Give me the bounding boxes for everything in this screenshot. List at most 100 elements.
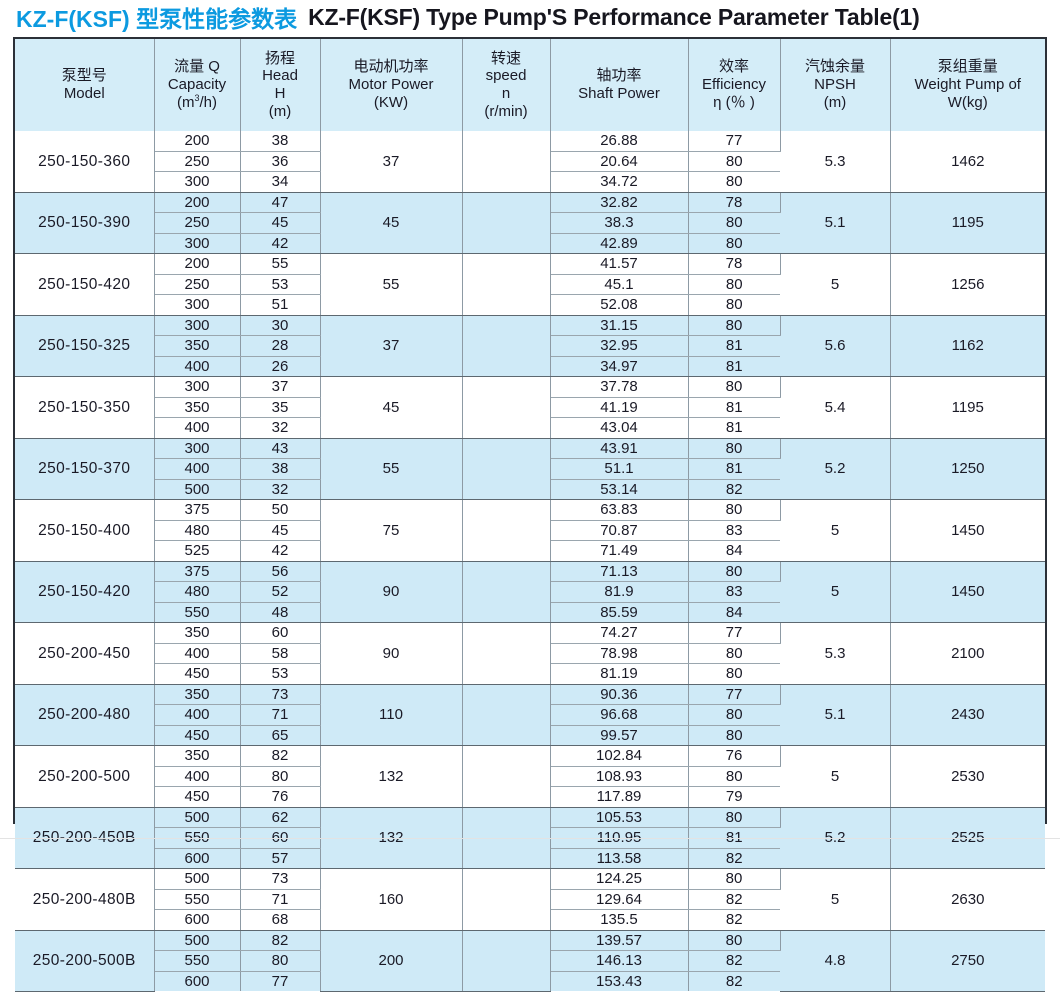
table-row[interactable]: 500 32 53.14 82 — [15, 479, 1045, 500]
table-row[interactable]: 450 76 117.89 79 — [15, 786, 1045, 808]
column-header-8: 泵组重量 Weight Pump of W(kg) — [890, 39, 1045, 131]
table-row[interactable]: 250-200-480 350 73 110 90.36 77 5.1 2430 — [15, 684, 1045, 746]
cell-motor-power: 200 — [320, 930, 463, 992]
cell-efficiency: 82 — [688, 950, 780, 972]
cell-weight: 2630 — [890, 868, 1045, 931]
cell-head: 32 — [240, 479, 321, 500]
cell-capacity: 450 — [154, 725, 241, 746]
cell-head: 50 — [240, 499, 321, 521]
table-row[interactable]: 250-150-400 375 50 75 63.83 80 5 1450 — [15, 499, 1045, 562]
table-row[interactable]: 525 42 71.49 84 — [15, 540, 1045, 562]
cell-npsh: 5.3 — [780, 622, 891, 685]
table-row[interactable]: 350 28 32.95 81 — [15, 335, 1045, 357]
table-row[interactable]: 350 35 41.19 81 — [15, 397, 1045, 418]
cell-motor-power: 132 — [320, 745, 463, 808]
performance-table-container: 泵型号 Model 流量 Q Capacity (m3/h) 扬程 Head H (m) 电动机功… — [13, 37, 1047, 992]
cell-model: 250-200-500B — [15, 930, 155, 992]
table-row[interactable]: 250-200-450 350 60 90 74.27 77 5.3 2100 — [15, 622, 1045, 685]
cell-efficiency: 80 — [688, 704, 780, 726]
cell-efficiency: 80 — [688, 151, 780, 172]
cell-head: 80 — [240, 766, 321, 787]
cell-efficiency: 77 — [688, 622, 781, 644]
cell-head: 76 — [240, 786, 321, 808]
cell-capacity: 500 — [154, 868, 241, 890]
cell-head: 34 — [240, 171, 321, 193]
cell-head: 62 — [240, 807, 321, 828]
table-row[interactable]: 450 53 81.19 80 — [15, 663, 1045, 685]
table-row[interactable]: 480 45 70.87 83 — [15, 520, 1045, 541]
table-row[interactable]: 550 48 85.59 84 — [15, 602, 1045, 623]
cell-weight: 1195 — [890, 192, 1045, 254]
cell-weight: 1462 — [890, 131, 1045, 193]
table-row[interactable]: 250 45 38.3 80 — [15, 212, 1045, 234]
table-row[interactable]: 400 32 43.04 81 — [15, 417, 1045, 439]
cell-efficiency: 78 — [688, 253, 781, 275]
cell-model: 250-200-500 — [15, 745, 155, 808]
table-body: 250-150-360 200 38 37 26.88 77 5.3 1462 250 36 20.… — [15, 131, 1045, 992]
page-title: KZ-F(KSF) 型泵性能参数表 KZ-F(KSF) Type Pump'S … — [0, 0, 1060, 34]
column-header-cn: 电动机功率 — [353, 58, 429, 76]
cell-capacity: 600 — [154, 971, 241, 991]
table-row[interactable]: 250-150-390 200 47 45 32.82 78 5.1 1195 — [15, 192, 1045, 254]
table-row[interactable]: 250-200-500B 500 82 200 139.57 80 4.8 2750 — [15, 930, 1045, 992]
cell-efficiency: 80 — [688, 766, 780, 787]
cell-efficiency: 80 — [688, 561, 781, 582]
cell-capacity: 350 — [154, 335, 241, 357]
table-row[interactable]: 250-200-450B 500 62 132 105.53 80 5.2 2525 — [15, 807, 1045, 869]
cell-motor-power: 75 — [320, 499, 463, 562]
column-header-unit: W(kg) — [947, 93, 988, 111]
cell-model: 250-150-420 — [15, 561, 155, 623]
table-row[interactable]: 400 38 51.1 81 — [15, 458, 1045, 480]
table-row[interactable]: 300 34 34.72 80 — [15, 171, 1045, 193]
table-row[interactable]: 250 36 20.64 80 — [15, 151, 1045, 172]
cell-weight: 2430 — [890, 684, 1045, 746]
cell-model: 250-150-350 — [15, 376, 155, 439]
table-row[interactable]: 250-200-480B 500 73 160 124.25 80 5 2630 — [15, 868, 1045, 931]
table-row[interactable]: 250-200-500 350 82 132 102.84 76 5 2530 — [15, 745, 1045, 808]
cell-capacity: 400 — [154, 766, 241, 787]
table-row[interactable]: 300 51 52.08 80 — [15, 294, 1045, 316]
cell-speed — [462, 192, 551, 254]
cell-efficiency: 82 — [688, 889, 780, 910]
table-row[interactable]: 450 65 99.57 80 — [15, 725, 1045, 746]
table-row[interactable]: 250-150-325 300 30 37 31.15 80 5.6 1162 — [15, 315, 1045, 377]
table-row[interactable]: 400 80 108.93 80 — [15, 766, 1045, 787]
table-row[interactable]: 250-150-360 200 38 37 26.88 77 5.3 1462 — [15, 131, 1045, 193]
cell-capacity: 600 — [154, 909, 241, 931]
column-header-unit: (KW) — [373, 93, 409, 111]
cell-head: 51 — [240, 294, 321, 316]
cell-shaft-power: 45.1 — [550, 274, 689, 295]
cell-head: 28 — [240, 335, 321, 357]
cell-motor-power: 55 — [320, 438, 463, 500]
table-row[interactable]: 400 71 96.68 80 — [15, 704, 1045, 726]
cell-head: 57 — [240, 848, 321, 869]
cell-speed — [462, 868, 551, 931]
cell-capacity: 450 — [154, 663, 241, 685]
cell-npsh: 5 — [780, 253, 891, 316]
table-row[interactable]: 250-150-370 300 43 55 43.91 80 5.2 1250 — [15, 438, 1045, 500]
cell-capacity: 375 — [154, 499, 241, 521]
cell-capacity: 300 — [154, 294, 241, 316]
table-row[interactable]: 300 42 42.89 80 — [15, 233, 1045, 254]
cell-motor-power: 37 — [320, 131, 463, 193]
cell-efficiency: 80 — [688, 807, 781, 828]
table-row[interactable]: 480 52 81.9 83 — [15, 581, 1045, 603]
cell-weight: 2530 — [890, 745, 1045, 808]
table-row[interactable]: 250-150-350 300 37 45 37.78 80 5.4 1195 — [15, 376, 1045, 439]
cell-head: 52 — [240, 581, 321, 603]
cell-efficiency: 79 — [688, 786, 780, 808]
table-row[interactable]: 250 53 45.1 80 — [15, 274, 1045, 295]
cell-capacity: 550 — [154, 602, 241, 623]
cell-shaft-power: 51.1 — [550, 458, 689, 480]
cell-capacity: 300 — [154, 376, 241, 398]
cell-capacity: 525 — [154, 540, 241, 562]
cell-shaft-power: 63.83 — [550, 499, 689, 521]
cell-efficiency: 80 — [688, 171, 780, 193]
table-row[interactable]: 400 58 78.98 80 — [15, 643, 1045, 664]
table-row[interactable]: 400 26 34.97 81 — [15, 356, 1045, 377]
table-row[interactable]: 250-150-420 200 55 55 41.57 78 5 1256 — [15, 253, 1045, 316]
cell-efficiency: 76 — [688, 745, 781, 767]
cell-shaft-power: 117.89 — [550, 786, 689, 808]
table-row[interactable]: 250-150-420 375 56 90 71.13 80 5 1450 — [15, 561, 1045, 623]
cell-speed — [462, 315, 551, 377]
